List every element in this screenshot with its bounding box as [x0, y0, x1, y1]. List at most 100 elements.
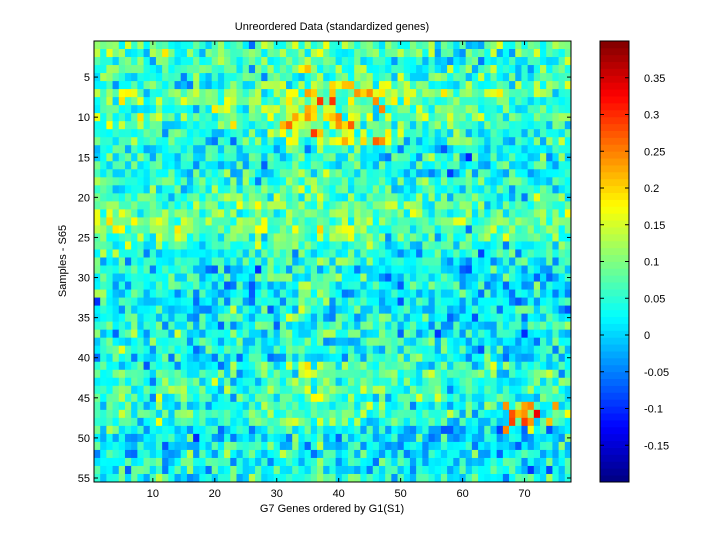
heatmap-cell	[94, 369, 101, 379]
heatmap-cell	[298, 265, 306, 274]
heatmap-cell	[434, 289, 442, 298]
heatmap-cell	[199, 97, 206, 106]
heatmap-cell	[292, 473, 299, 483]
heatmap-cell	[409, 137, 417, 146]
heatmap-cell	[304, 377, 312, 387]
heatmap-cell	[527, 457, 535, 467]
y-tick-label: 50	[78, 433, 90, 445]
heatmap-cell	[131, 433, 138, 443]
heatmap-cell	[211, 297, 219, 306]
heatmap-cell	[230, 433, 237, 443]
heatmap-cell	[533, 393, 541, 403]
heatmap-cell	[106, 393, 113, 403]
heatmap-cell	[143, 433, 151, 443]
heatmap-cell	[354, 113, 361, 122]
heatmap-cell	[292, 49, 299, 58]
heatmap-cell	[341, 193, 349, 202]
heatmap-cell	[118, 145, 126, 154]
heatmap-cell	[230, 385, 237, 395]
heatmap-cell	[471, 161, 479, 170]
heatmap-cell	[168, 41, 175, 50]
heatmap-cell	[440, 449, 448, 459]
heatmap-cell	[186, 297, 194, 306]
heatmap-cell	[162, 433, 169, 443]
heatmap-cell	[422, 225, 429, 234]
heatmap-cell	[397, 65, 405, 74]
heatmap-cell	[323, 161, 330, 170]
heatmap-cell	[397, 225, 405, 234]
heatmap-cell	[515, 185, 522, 194]
heatmap-cell	[168, 313, 175, 323]
heatmap-cell	[546, 89, 553, 98]
heatmap-cell	[273, 41, 281, 50]
heatmap-cell	[403, 393, 411, 403]
heatmap-cell	[465, 257, 473, 266]
heatmap-cell	[478, 201, 485, 210]
heatmap-cell	[453, 249, 460, 258]
heatmap-cell	[385, 273, 392, 282]
heatmap-cell	[484, 257, 491, 266]
heatmap-cell	[354, 185, 361, 194]
heatmap-cell	[509, 161, 516, 170]
heatmap-cell	[385, 329, 392, 339]
heatmap-cell	[409, 361, 417, 371]
heatmap-cell	[403, 153, 411, 162]
heatmap-cell	[131, 465, 138, 475]
heatmap-cell	[546, 105, 553, 114]
heatmap-cell	[236, 449, 244, 459]
heatmap-cell	[217, 393, 225, 403]
heatmap-cell	[453, 193, 460, 202]
heatmap-cell	[124, 417, 132, 427]
heatmap-cell	[509, 441, 516, 451]
heatmap-cell	[118, 137, 126, 146]
heatmap-cell	[298, 465, 306, 475]
heatmap-cell	[521, 321, 529, 331]
heatmap-cell	[137, 313, 144, 323]
heatmap-cell	[354, 425, 361, 435]
heatmap-cell	[155, 409, 163, 419]
heatmap-cell	[378, 329, 386, 339]
heatmap-cell	[236, 185, 244, 194]
heatmap-cell	[416, 313, 423, 323]
heatmap-cell	[552, 121, 560, 130]
heatmap-cell	[564, 105, 572, 114]
heatmap-cell	[112, 97, 120, 106]
heatmap-cell	[546, 361, 553, 371]
heatmap-cell	[211, 385, 219, 395]
heatmap-cell	[496, 81, 504, 90]
heatmap-cell	[230, 345, 237, 355]
heatmap-cell	[347, 97, 355, 106]
heatmap-cell	[248, 129, 256, 138]
heatmap-cell	[224, 233, 231, 242]
heatmap-cell	[465, 137, 473, 146]
heatmap-cell	[248, 185, 256, 194]
heatmap-cell	[391, 297, 398, 306]
heatmap-cell	[279, 473, 287, 483]
heatmap-cell	[230, 465, 237, 475]
heatmap-cell	[317, 289, 324, 298]
heatmap-cell	[273, 169, 281, 178]
heatmap-cell	[453, 41, 460, 50]
heatmap-cell	[112, 57, 120, 66]
heatmap-cell	[298, 457, 306, 467]
colorbar-tick-label: 0.25	[644, 146, 665, 158]
heatmap-cell	[422, 417, 429, 427]
heatmap-cell	[347, 409, 355, 419]
heatmap-cell	[447, 145, 454, 154]
heatmap-cell	[124, 393, 132, 403]
heatmap-cell	[248, 201, 256, 210]
heatmap-cell	[304, 273, 312, 282]
heatmap-cell	[230, 209, 237, 218]
heatmap-cell	[409, 449, 417, 459]
heatmap-cell	[143, 377, 151, 387]
heatmap-cell	[403, 225, 411, 234]
heatmap-cell	[286, 369, 293, 379]
heatmap-cell	[416, 369, 423, 379]
heatmap-cell	[193, 201, 200, 210]
heatmap-cell	[434, 265, 442, 274]
heatmap-cell	[471, 145, 479, 154]
heatmap-cell	[131, 281, 138, 290]
heatmap-cell	[478, 249, 485, 258]
heatmap-cell	[292, 81, 299, 90]
heatmap-cell	[527, 49, 535, 58]
